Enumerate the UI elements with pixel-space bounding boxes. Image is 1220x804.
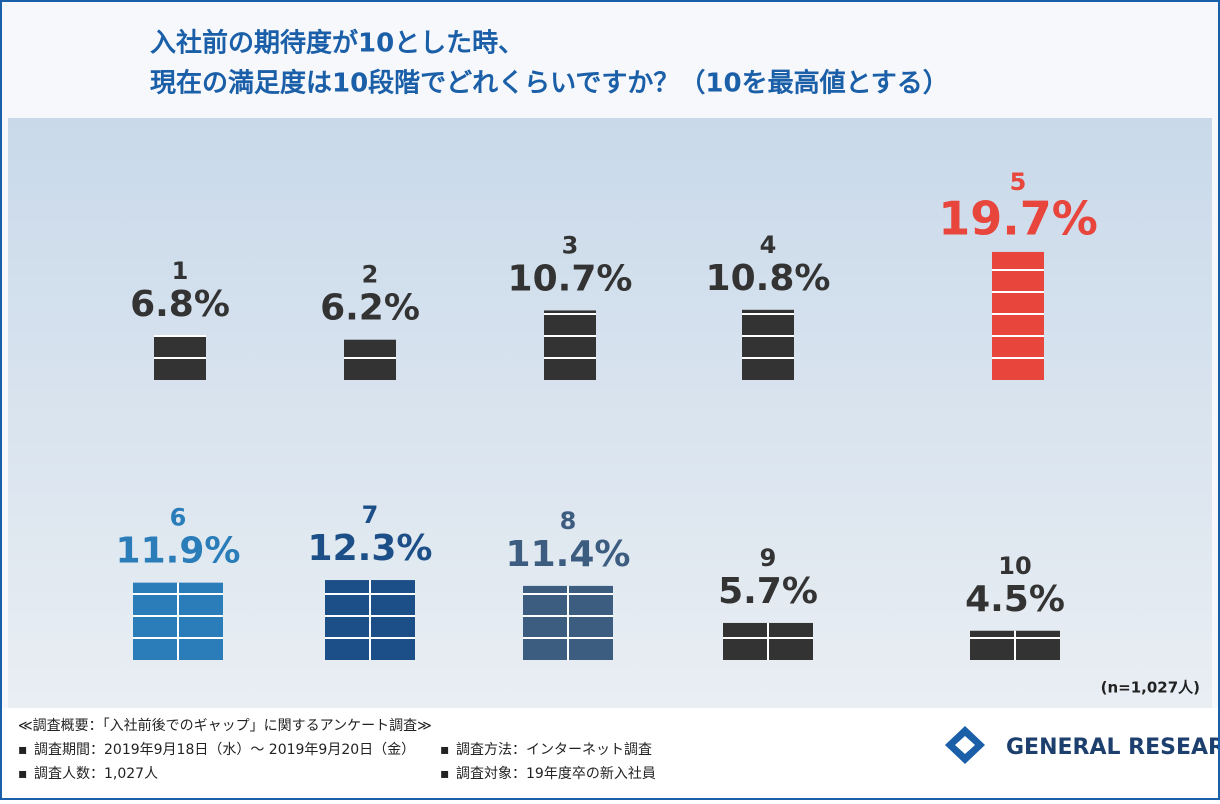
logo-text: GENERAL RESEARCH bbox=[1006, 735, 1220, 760]
category-label: 8 bbox=[560, 507, 577, 535]
footer-item: 調査方法：インターネット調査 bbox=[456, 742, 652, 758]
value-label: 4.5% bbox=[965, 579, 1065, 620]
bar bbox=[344, 339, 396, 380]
category-label: 4 bbox=[760, 231, 777, 259]
value-label: 12.3% bbox=[308, 528, 433, 569]
footer-item: 調査対象：19年度卒の新入社員 bbox=[456, 766, 656, 782]
category-label: 6 bbox=[170, 504, 187, 532]
value-label: 10.7% bbox=[508, 258, 633, 299]
category-label: 9 bbox=[760, 544, 777, 572]
category-label: 3 bbox=[562, 231, 579, 259]
bar bbox=[742, 309, 794, 380]
footer-band bbox=[0, 708, 1220, 800]
category-label: 7 bbox=[362, 501, 379, 529]
title-line: 入社前の期待度が10とした時、 bbox=[150, 28, 524, 59]
value-label: 11.4% bbox=[506, 534, 631, 575]
footer-bullet: ▪ bbox=[18, 766, 28, 782]
bar bbox=[992, 251, 1044, 380]
value-label: 19.7% bbox=[938, 191, 1098, 245]
logo-icon bbox=[945, 726, 985, 764]
footer-item: 調査人数：1,027人 bbox=[34, 766, 158, 782]
footer-bullet: ▪ bbox=[440, 766, 450, 782]
value-label: 5.7% bbox=[718, 571, 818, 612]
category-label: 5 bbox=[1010, 168, 1027, 196]
footer-item: 調査期間：2019年9月18日（水）～ 2019年9月20日（金） bbox=[34, 742, 415, 758]
footer-heading: ≪調査概要：「入社前後でのギャップ」に関するアンケート調査≫ bbox=[18, 717, 432, 734]
bar bbox=[544, 310, 596, 380]
footer-bullet: ▪ bbox=[18, 742, 28, 758]
footer-bullet: ▪ bbox=[440, 742, 450, 758]
value-label: 6.8% bbox=[130, 284, 230, 325]
category-label: 2 bbox=[362, 261, 379, 289]
category-label: 10 bbox=[998, 552, 1031, 580]
category-label: 1 bbox=[172, 257, 189, 285]
title-line: 現在の満足度は10段階でどれくらいですか？（10を最高値とする） bbox=[150, 68, 949, 99]
sample-note: (n=1,027人) bbox=[1101, 679, 1200, 697]
value-label: 10.8% bbox=[706, 258, 831, 299]
value-label: 11.9% bbox=[116, 531, 241, 572]
value-label: 6.2% bbox=[320, 288, 420, 329]
